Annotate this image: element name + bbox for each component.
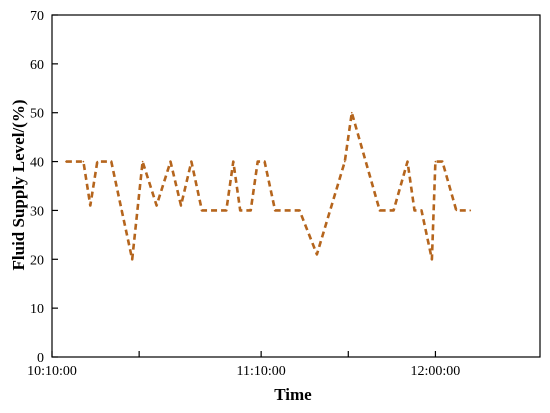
data-point bbox=[155, 204, 158, 207]
data-point bbox=[180, 204, 182, 207]
data-point bbox=[420, 209, 423, 212]
data-point bbox=[350, 111, 353, 114]
data-point bbox=[232, 160, 235, 163]
y-tick-label-10: 10 bbox=[30, 302, 44, 317]
data-point bbox=[201, 209, 203, 212]
y-axis-title-group: Fluid Supply Level/(%) bbox=[9, 100, 28, 271]
y-tick-label-60: 60 bbox=[30, 58, 44, 73]
data-point bbox=[392, 209, 395, 212]
data-point bbox=[239, 209, 242, 212]
data-point bbox=[96, 160, 99, 163]
plot-area: 0 10 20 30 40 50 60 70 10:10:00 11:10:00 12:00:00 bbox=[27, 9, 541, 379]
data-point bbox=[110, 160, 113, 163]
x-axis-title: Time bbox=[274, 385, 312, 404]
data-point bbox=[455, 209, 458, 212]
data-point bbox=[65, 160, 67, 163]
y-tick-label-0: 0 bbox=[37, 351, 44, 366]
data-point bbox=[82, 160, 85, 163]
data-point bbox=[169, 160, 172, 163]
data-point bbox=[225, 209, 228, 212]
data-point bbox=[441, 160, 444, 163]
data-point bbox=[434, 160, 437, 163]
data-point bbox=[131, 258, 133, 261]
data-point bbox=[406, 160, 409, 163]
data-point bbox=[89, 204, 92, 207]
y-tick-label-70: 70 bbox=[30, 9, 44, 24]
plot-frame bbox=[51, 14, 541, 358]
data-point bbox=[249, 209, 252, 212]
data-point bbox=[469, 209, 472, 212]
data-point bbox=[413, 209, 416, 212]
data-point bbox=[263, 160, 266, 163]
y-tick-label-20: 20 bbox=[30, 253, 44, 268]
data-point bbox=[256, 160, 259, 163]
data-point bbox=[316, 253, 318, 256]
data-point bbox=[211, 209, 214, 212]
x-tick-label-12-00-00: 12:00:00 bbox=[411, 364, 461, 379]
series-line-0 bbox=[65, 111, 471, 261]
x-tick-label-11-10-00: 11:10:00 bbox=[237, 364, 286, 379]
data-point bbox=[120, 209, 123, 212]
y-tick-label-30: 30 bbox=[30, 204, 44, 219]
y-tick-label-50: 50 bbox=[30, 107, 44, 122]
data-point bbox=[378, 209, 381, 212]
data-point bbox=[274, 209, 276, 212]
data-point bbox=[141, 160, 144, 163]
data-point bbox=[298, 209, 301, 212]
data-point bbox=[288, 209, 290, 212]
y-axis-title: Fluid Supply Level/(%) bbox=[9, 100, 28, 271]
data-point bbox=[190, 160, 193, 163]
y-tick-label-40: 40 bbox=[30, 156, 44, 171]
x-tick-label-10-10-00: 10:10:00 bbox=[27, 364, 77, 379]
data-point bbox=[431, 258, 433, 261]
data-point bbox=[344, 160, 346, 163]
